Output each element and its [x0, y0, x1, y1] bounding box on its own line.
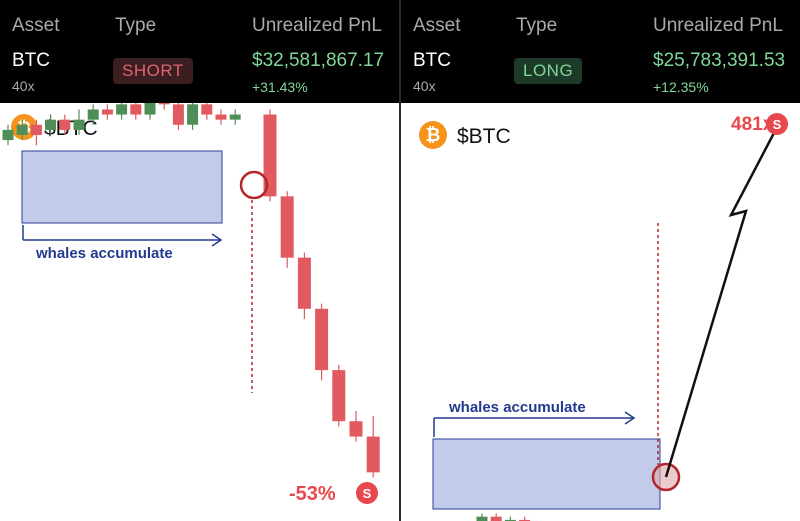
candle — [45, 114, 57, 135]
candle — [144, 103, 156, 120]
accumulation-zone — [432, 438, 661, 510]
pump-line — [664, 130, 777, 478]
annotation-text: whales accumulate — [35, 245, 173, 262]
svg-text:S: S — [773, 117, 782, 132]
candle — [315, 303, 329, 381]
col-asset-label: Asset — [413, 15, 461, 36]
leverage: 40x — [413, 78, 436, 94]
candle — [130, 103, 142, 120]
candle — [332, 365, 346, 427]
candle — [476, 513, 488, 521]
entry-highlight-circle — [239, 170, 269, 200]
candle — [73, 109, 85, 135]
left-panel: Asset Type Unrealized PnL BTC 40x SHORT … — [0, 0, 399, 521]
candle — [349, 411, 363, 442]
svg-text:₿: ₿ — [426, 125, 441, 146]
candle — [504, 516, 516, 521]
pnl-percent: +12.35% — [653, 79, 709, 95]
accumulation-zone — [21, 150, 223, 224]
candle — [158, 103, 170, 110]
annotation-text: whales accumulate — [448, 399, 586, 416]
candle — [172, 103, 184, 130]
result-label: 481x — [731, 114, 774, 135]
accumulation-arrow — [433, 411, 636, 437]
candle — [263, 109, 277, 202]
pnl-percent: +31.43% — [252, 79, 308, 95]
candle — [280, 191, 294, 268]
candle — [519, 516, 531, 521]
col-pnl-label: Unrealized PnL — [653, 15, 783, 36]
type-badge-short: SHORT — [113, 58, 193, 84]
candle — [116, 103, 128, 120]
candle — [201, 103, 213, 120]
type-badge-long: LONG — [514, 58, 583, 84]
result-label: -53% — [289, 483, 336, 505]
candle — [187, 103, 199, 130]
leverage: 40x — [12, 78, 35, 94]
candle — [366, 416, 380, 478]
asset-name: BTC — [12, 50, 50, 71]
position-header-short: Asset Type Unrealized PnL BTC 40x SHORT … — [0, 0, 399, 103]
candle — [490, 513, 502, 521]
candle — [59, 114, 71, 135]
right-candles — [476, 513, 531, 521]
position-header-long: Asset Type Unrealized PnL BTC 40x LONG $… — [401, 0, 800, 103]
col-asset-label: Asset — [12, 15, 60, 36]
pnl-value: $25,783,391.53 — [653, 50, 786, 71]
accumulation-arrow — [22, 225, 223, 247]
candle — [2, 124, 14, 146]
candle — [16, 119, 28, 141]
panel-divider — [399, 0, 401, 521]
col-type-label: Type — [516, 15, 558, 36]
col-pnl-label: Unrealized PnL — [252, 15, 382, 36]
right-panel: Asset Type Unrealized PnL BTC 40x LONG $… — [401, 0, 800, 521]
candle — [229, 109, 241, 125]
coin-label: $BTC — [457, 125, 511, 148]
candle — [101, 104, 113, 120]
col-type-label: Type — [115, 15, 157, 36]
left-candlestick-chart: ₿ $BTC whales accumulate -53% S — [2, 103, 380, 505]
candle — [215, 109, 227, 125]
s-marker-badge: S — [766, 113, 788, 135]
bitcoin-icon: ₿ — [419, 121, 447, 149]
candle — [87, 104, 99, 125]
s-marker-badge: S — [356, 482, 378, 504]
left-candles — [2, 103, 380, 478]
candle — [30, 119, 42, 146]
pnl-value: $32,581,867.17 — [252, 50, 385, 71]
asset-name: BTC — [413, 50, 451, 71]
right-candlestick-chart: ₿ $BTC whales accumulate 481x S — [419, 113, 788, 521]
candle — [297, 252, 311, 319]
svg-text:S: S — [363, 486, 372, 501]
